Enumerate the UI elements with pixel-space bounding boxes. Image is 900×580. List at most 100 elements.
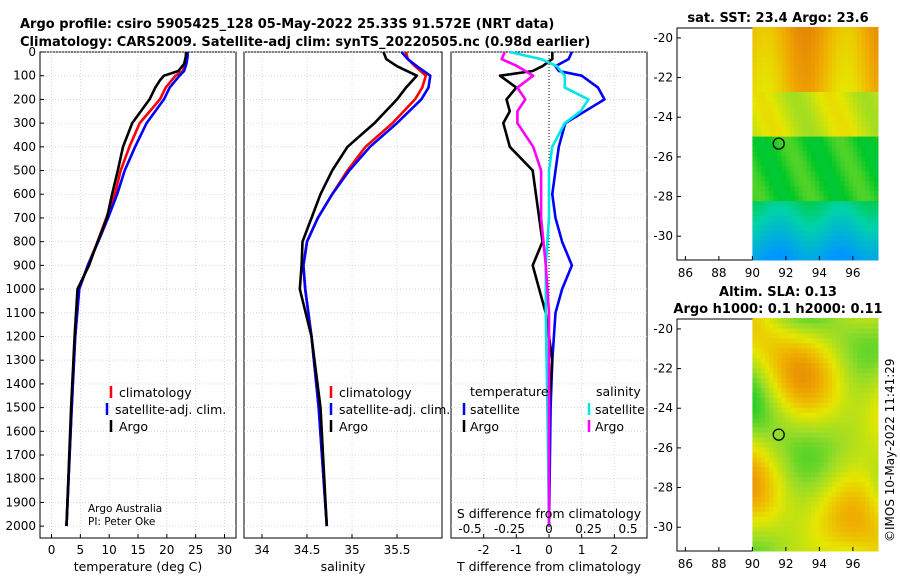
map-cell-657 — [806, 318, 812, 324]
map-cell-480 — [794, 205, 799, 211]
map-cell-1040 — [844, 516, 850, 522]
map-cell-506 — [794, 76, 799, 83]
map-cell-1230 — [861, 506, 866, 512]
map-cell-1023 — [840, 76, 845, 83]
map-cell-409 — [785, 382, 791, 388]
map-cell-690 — [811, 387, 816, 393]
map-cell-570 — [802, 225, 808, 231]
map-cell-315 — [777, 91, 783, 97]
map-cell-732 — [815, 412, 820, 418]
ytick-label-1500: 1500 — [5, 401, 36, 415]
map-cell-933 — [831, 56, 837, 63]
map-cell-1229 — [861, 220, 866, 226]
map-cell-1207 — [857, 96, 862, 102]
map-cell-931 — [831, 66, 837, 73]
map-cell-938 — [831, 32, 837, 38]
map-cell-200 — [769, 195, 774, 202]
map-cell-9 — [752, 501, 758, 507]
map-cell-133 — [760, 61, 766, 68]
legend-t-satellite-label: satellite — [470, 402, 520, 417]
map-cell-411 — [785, 372, 791, 378]
map-cell-841 — [823, 46, 829, 53]
map-cell-1359 — [869, 41, 875, 48]
map-cell-782 — [819, 106, 825, 112]
map-cell-739 — [815, 86, 820, 92]
map-cell-264 — [773, 402, 778, 408]
map-cell-956 — [836, 466, 841, 473]
map-cell-1333 — [869, 170, 875, 177]
map-cell-1134 — [852, 516, 858, 522]
map-cell-1398 — [873, 372, 879, 378]
map-cell-842 — [823, 41, 829, 48]
map-cell-1053 — [844, 160, 850, 167]
map-cell-1201 — [857, 417, 862, 423]
map-cell-785 — [819, 382, 825, 388]
map-cell-1072 — [844, 66, 850, 73]
map-cell-35 — [752, 81, 758, 87]
map-cell-82 — [756, 372, 762, 378]
map-cell-756 — [819, 235, 825, 241]
map-cell-444 — [790, 150, 795, 157]
map-cell-1289 — [865, 446, 871, 453]
map-cell-319 — [777, 71, 783, 78]
xtick-label-35: 35 — [344, 543, 359, 557]
map-cell-950 — [836, 205, 841, 211]
map-cell-98 — [760, 526, 766, 532]
map-cell-1212 — [857, 71, 862, 78]
map-cell-467 — [790, 36, 795, 43]
map-cell-391 — [785, 471, 791, 478]
map-cell-177 — [764, 367, 770, 374]
map-cell-1277 — [865, 215, 871, 221]
map-cell-739 — [815, 377, 820, 383]
map-cell-802 — [823, 240, 829, 246]
map-cell-1292 — [865, 141, 871, 147]
map-cell-858 — [827, 195, 833, 202]
map-cell-950 — [836, 496, 841, 502]
map-cell-841 — [823, 337, 829, 344]
map-cell-460 — [790, 71, 795, 78]
map-cell-263 — [773, 116, 778, 122]
map-cell-749 — [815, 36, 820, 43]
map-cell-87 — [756, 347, 762, 354]
map-cell-462 — [790, 352, 795, 359]
map-cell-1115 — [848, 377, 854, 383]
map-cell-792 — [819, 347, 825, 354]
map-cell-751 — [815, 318, 820, 324]
map-cell-1355 — [869, 352, 875, 359]
map-cell-619 — [806, 215, 812, 221]
map-cell-515 — [794, 323, 799, 329]
map-cell-77 — [756, 106, 762, 112]
map-cell-1330 — [869, 185, 875, 192]
map-cell-805 — [823, 225, 829, 231]
map-cell-935 — [831, 337, 837, 344]
map-cell-123 — [760, 111, 766, 117]
map-cell-942 — [836, 536, 841, 542]
map-cell-1089 — [848, 215, 854, 221]
map-cell-359 — [781, 106, 787, 112]
map-cell-1230 — [861, 215, 866, 221]
map-cell-734 — [815, 111, 820, 117]
map-cell-1174 — [852, 27, 858, 33]
map-cell-1126 — [848, 323, 854, 329]
map-cell-1377 — [873, 476, 879, 483]
map-cell-648 — [806, 362, 812, 369]
map-cell-1363 — [873, 546, 879, 552]
map-cell-737 — [815, 387, 820, 393]
map-cell-141 — [764, 546, 770, 552]
map-cell-402 — [785, 126, 791, 132]
map-cell-223 — [769, 81, 774, 87]
map-cell-1035 — [844, 541, 850, 547]
map-cell-498 — [794, 116, 799, 122]
map-cell-884 — [827, 66, 833, 73]
map-cell-761 — [819, 210, 825, 216]
map-cell-1400 — [873, 71, 879, 78]
map-cell-96 — [760, 536, 766, 542]
map-cell-997 — [840, 205, 845, 211]
map-cell-431 — [790, 215, 795, 221]
map-cell-673 — [811, 180, 816, 187]
map-cell-10 — [752, 205, 758, 211]
map-cell-354 — [781, 131, 787, 137]
map-cell-1394 — [873, 101, 879, 107]
map-cell-1086 — [848, 521, 854, 527]
timestamp: ©IMOS 10-May-2022 11:41:29 — [883, 358, 897, 542]
